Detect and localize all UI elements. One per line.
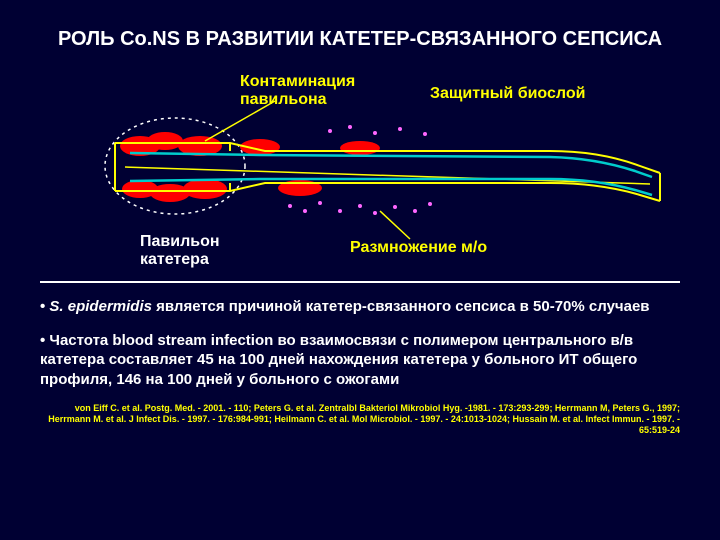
label-multiplication: Размножение м/о	[350, 239, 487, 257]
bullet-2: • Частота blood stream infection во взаи…	[40, 331, 680, 390]
label-pavilion: Павильон катетера	[140, 233, 220, 269]
label-contamination: Контаминация павильона	[240, 73, 355, 109]
citation: von Eiff C. et al. Postg. Med. - 2001. -…	[40, 403, 680, 435]
bullet-1: • S. epidermidis является причиной катет…	[40, 297, 680, 317]
divider	[40, 281, 680, 283]
leader-multiplication	[380, 211, 410, 239]
label-biofilm: Защитный биослой	[430, 85, 585, 103]
bullet-1-rest: является причиной катетер-связанного сеп…	[152, 298, 650, 315]
bullet-1-prefix: •	[40, 298, 49, 315]
slide-title: РОЛЬ Co.NS В РАЗВИТИИ КАТЕТЕР-СВЯЗАННОГО…	[30, 28, 690, 51]
bullet-1-italic: S. epidermidis	[49, 298, 152, 315]
micro-dots	[288, 125, 432, 215]
catheter-diagram: Контаминация павильона Защитный биослой …	[30, 61, 690, 281]
